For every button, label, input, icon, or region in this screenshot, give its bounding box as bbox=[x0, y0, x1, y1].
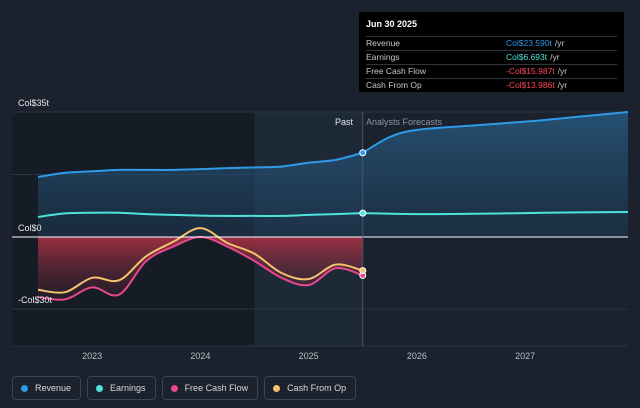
tooltip-date: Jun 30 2025 bbox=[366, 19, 418, 29]
earnings-forecast-line bbox=[362, 211, 629, 216]
earnings-line bbox=[37, 211, 363, 218]
tooltip-unit: /yr bbox=[557, 80, 568, 90]
tooltip-value: Col$23.590t bbox=[506, 38, 552, 48]
y-axis-labels: Col$35t Col$0 -Col$30t bbox=[18, 98, 53, 305]
series-markers bbox=[359, 149, 367, 279]
series-lines bbox=[37, 111, 629, 301]
x-tick-label: 2027 bbox=[515, 351, 535, 361]
tooltip-unit: /yr bbox=[550, 52, 560, 62]
x-tick-label: 2024 bbox=[190, 351, 210, 361]
x-tick-label: 2025 bbox=[299, 351, 319, 361]
legend-dot-icon bbox=[170, 384, 178, 392]
revenue-forecast-line bbox=[362, 111, 629, 154]
tooltip-unit: /yr bbox=[557, 66, 568, 76]
y-tick-label: Col$35t bbox=[18, 98, 50, 108]
forecast-label: Analysts Forecasts bbox=[366, 117, 443, 127]
legend-label: Earnings bbox=[110, 383, 146, 393]
legend-label: Free Cash Flow bbox=[184, 383, 249, 393]
y-tick-label: Col$0 bbox=[18, 223, 42, 233]
y-tick-label: -Col$30t bbox=[18, 295, 53, 305]
cash-from-op-marker bbox=[359, 267, 367, 275]
tooltip-value: -Col$13.986t bbox=[506, 80, 555, 90]
tooltip-row-earnings: Earnings Col$6.693t /yr bbox=[366, 50, 617, 64]
revenue-line bbox=[37, 151, 364, 178]
revenue-marker bbox=[359, 149, 367, 157]
free-cash-flow-area bbox=[38, 237, 363, 300]
tooltip-label: Revenue bbox=[366, 38, 401, 48]
revenue-area bbox=[38, 112, 628, 237]
legend-item-cash-from-op[interactable]: Cash From Op bbox=[264, 376, 357, 400]
earnings-marker bbox=[359, 209, 367, 217]
tooltip-label: Earnings bbox=[366, 52, 400, 62]
tooltip-row-free-cash-flow: Free Cash Flow -Col$15.987t /yr bbox=[366, 64, 617, 78]
tooltip-label: Free Cash Flow bbox=[366, 66, 426, 76]
cash-from-op-line bbox=[37, 227, 364, 294]
x-tick-label: 2023 bbox=[82, 351, 102, 361]
x-axis-labels: 2023 2024 2025 2026 2027 bbox=[82, 351, 535, 361]
legend-label: Revenue bbox=[35, 383, 72, 393]
legend-item-earnings[interactable]: Earnings bbox=[87, 376, 156, 400]
tooltip-value: Col$6.693t bbox=[506, 52, 548, 62]
tooltip: Jun 30 2025 Revenue Col$23.590t /yr Earn… bbox=[359, 12, 624, 92]
legend-label: Cash From Op bbox=[287, 383, 347, 393]
x-tick-label: 2026 bbox=[407, 351, 427, 361]
tooltip-unit: /yr bbox=[554, 38, 565, 48]
legend-dot-icon bbox=[96, 384, 104, 392]
tooltip-label: Cash From Op bbox=[366, 80, 422, 90]
series-areas bbox=[38, 112, 628, 300]
tooltip-value: -Col$15.987t bbox=[506, 66, 555, 76]
legend-dot-icon bbox=[21, 384, 28, 392]
legend-dot-icon bbox=[273, 384, 281, 392]
legend-item-revenue[interactable]: Revenue bbox=[12, 376, 82, 400]
tooltip-row-revenue: Revenue Col$23.590t /yr bbox=[366, 36, 617, 50]
legend: Revenue Earnings Free Cash Flow Cash Fro… bbox=[12, 376, 357, 400]
legend-item-free-cash-flow[interactable]: Free Cash Flow bbox=[161, 376, 259, 400]
tooltip-row-cash-from-op: Cash From Op -Col$13.986t /yr bbox=[366, 78, 617, 92]
past-label: Past bbox=[335, 117, 354, 127]
